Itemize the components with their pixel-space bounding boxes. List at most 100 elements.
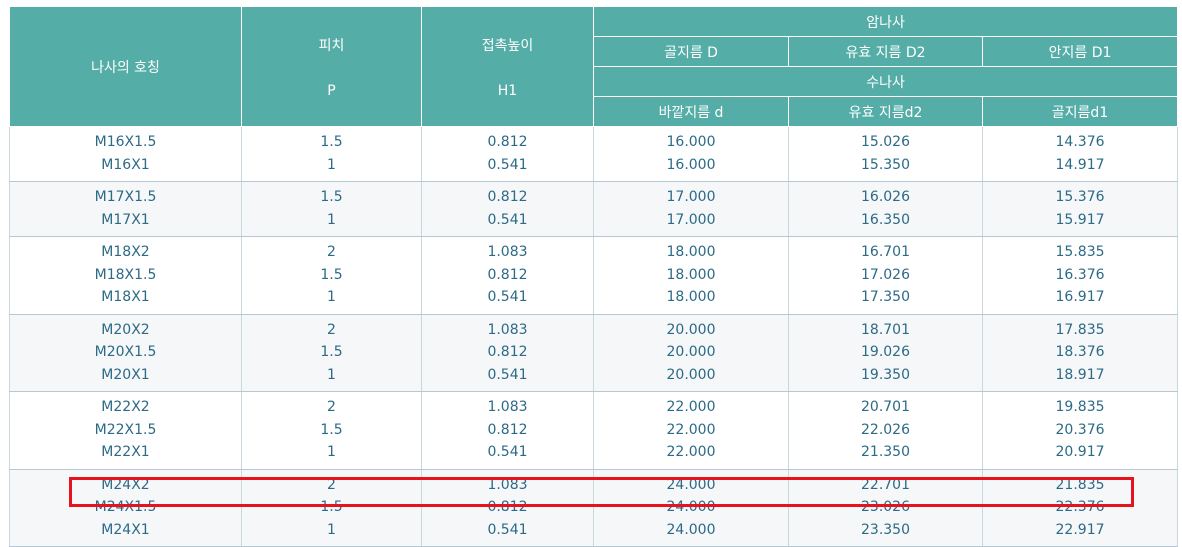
cell-pitch-value: 1.5 (320, 344, 343, 360)
cell-minor-dia-value: 20.376 (1055, 421, 1105, 438)
cell-pitch: 2 1.5 1 (241, 391, 422, 470)
cell-major-dia-value: 20.000 (666, 344, 716, 360)
cell-pitch-value: 1.5 (320, 134, 343, 150)
cell-pitch-value: 1.5 (320, 266, 343, 283)
cell-thread-name: M20X2 M20X1.5 M20X1 (9, 314, 242, 392)
cell-pitch-dia: 16.026 16.350 (788, 181, 983, 237)
cell-contact-height-value: 1.083 (487, 476, 528, 493)
cell-pitch-dia-value: 15.026 (861, 134, 910, 150)
cell-thread-name-value: M18X2 (101, 244, 150, 260)
header-male-thread: 수나사 (592, 66, 1179, 97)
header-male-major: 바깥지름 d (593, 96, 789, 127)
cell-contact-height-value: 1.083 (487, 321, 528, 338)
table-row-group: M22X2 M22X1.5 M22X1 2 1.5 1 1.083 0.812 0.541 22.… (9, 391, 1179, 470)
cell-contact-height: 1.083 0.812 0.541 (421, 391, 594, 470)
cell-thread-name-value: M20X1 (101, 366, 150, 383)
cell-thread-name: M18X2 M18X1.5 M18X1 (9, 236, 242, 315)
table-row-group: M17X1.5 M17X1 1.5 1 0.812 0.541 17.000 17.000 16… (9, 181, 1179, 237)
cell-major-dia-value: 18.000 (666, 266, 716, 283)
cell-major-dia-value: 20.000 (666, 366, 716, 383)
cell-minor-dia-value: 17.835 (1055, 321, 1105, 338)
cell-thread-name-value: M16X1 (101, 156, 150, 173)
cell-pitch-dia: 16.701 17.026 17.350 (788, 236, 983, 315)
cell-thread-name-value: M17X1 (101, 211, 150, 228)
cell-major-dia-value: 16.000 (666, 134, 716, 150)
cell-pitch-dia-value: 16.701 (861, 244, 910, 260)
cell-pitch-dia-value: 19.350 (861, 366, 910, 383)
cell-thread-name-value: M22X1 (101, 444, 150, 460)
cell-pitch-dia-value: 19.026 (861, 344, 910, 360)
cell-pitch-dia-value: 22.026 (861, 421, 910, 438)
cell-minor-dia-value: 16.917 (1055, 289, 1105, 305)
cell-thread-name-value: M22X2 (101, 399, 150, 415)
cell-pitch: 1.5 1 (241, 126, 422, 182)
cell-contact-height-value: 0.812 (487, 344, 528, 360)
cell-contact-height-value: 0.541 (487, 211, 528, 228)
cell-pitch-dia-value: 21.350 (861, 444, 910, 460)
header-female-minor: 안지름 D1 (981, 36, 1179, 67)
header-height-symbol: H1 (497, 82, 518, 99)
cell-contact-height-value: 0.812 (487, 134, 528, 150)
cell-pitch-value: 1 (327, 156, 336, 173)
header-thread-name: 나사의 호칭 (9, 6, 242, 127)
cell-pitch-value: 1.5 (320, 499, 343, 515)
cell-thread-name-value: M24X1.5 (94, 499, 157, 515)
cell-pitch: 2 1.5 1 (241, 314, 422, 392)
cell-minor-dia: 14.376 14.917 (982, 126, 1179, 182)
cell-pitch-value: 1.5 (320, 189, 343, 205)
table-row-group: M24X2 M24X1.5 M24X1 2 1.5 1 1.083 0.812 0.541 24.… (9, 469, 1179, 547)
cell-major-dia-value: 17.000 (666, 211, 716, 228)
cell-contact-height: 0.812 0.541 (421, 181, 594, 237)
cell-minor-dia-value: 15.376 (1055, 189, 1105, 205)
cell-contact-height-value: 0.812 (487, 499, 528, 515)
cell-minor-dia-value: 18.376 (1055, 344, 1105, 360)
cell-contact-height-value: 1.083 (487, 244, 528, 260)
cell-minor-dia-value: 21.835 (1055, 476, 1105, 493)
cell-contact-height: 0.812 0.541 (421, 126, 594, 182)
table-header: 나사의 호칭 피치 P 접촉높이 H1 암나사 골지름 D 유효 지름 D2 안… (9, 6, 1179, 127)
cell-pitch-value: 1.5 (320, 421, 343, 438)
cell-pitch-dia: 20.701 22.026 21.350 (788, 391, 983, 470)
cell-pitch-dia-value: 17.026 (861, 266, 910, 283)
cell-minor-dia-value: 15.835 (1055, 244, 1105, 260)
cell-pitch-dia: 15.026 15.350 (788, 126, 983, 182)
cell-pitch-dia: 18.701 19.026 19.350 (788, 314, 983, 392)
cell-minor-dia: 17.835 18.376 18.917 (982, 314, 1179, 392)
table-body: M16X1.5 M16X1 1.5 1 0.812 0.541 16.000 16.000 15… (9, 126, 1179, 547)
cell-major-dia-value: 22.000 (666, 399, 716, 415)
cell-pitch-dia-value: 23.350 (861, 521, 910, 538)
cell-contact-height-value: 0.812 (487, 189, 528, 205)
cell-major-dia-value: 18.000 (666, 244, 716, 260)
cell-contact-height: 1.083 0.812 0.541 (421, 314, 594, 392)
cell-pitch-value: 1 (327, 211, 336, 228)
header-contact-height: 접촉높이 H1 (421, 6, 594, 127)
cell-thread-name-value: M20X1.5 (94, 344, 157, 360)
cell-pitch-dia-value: 22.701 (861, 476, 910, 493)
cell-pitch-dia-value: 16.350 (861, 211, 910, 228)
cell-pitch: 1.5 1 (241, 181, 422, 237)
cell-major-dia: 18.000 18.000 18.000 (593, 236, 789, 315)
cell-minor-dia: 15.835 16.376 16.917 (982, 236, 1179, 315)
cell-minor-dia-value: 19.835 (1055, 399, 1105, 415)
cell-pitch-dia-value: 15.350 (861, 156, 910, 173)
cell-contact-height-value: 0.812 (487, 421, 528, 438)
cell-pitch-dia-value: 17.350 (861, 289, 910, 305)
cell-contact-height-value: 0.541 (487, 366, 528, 383)
header-pitch: 피치 P (241, 6, 422, 127)
cell-pitch: 2 1.5 1 (241, 469, 422, 547)
cell-minor-dia-value: 15.917 (1055, 211, 1105, 228)
table-row-group: M18X2 M18X1.5 M18X1 2 1.5 1 1.083 0.812 0.541 18.… (9, 236, 1179, 315)
cell-major-dia-value: 22.000 (666, 421, 716, 438)
cell-minor-dia-value: 20.917 (1055, 444, 1105, 460)
header-female-thread: 암나사 (592, 6, 1179, 37)
cell-major-dia-value: 24.000 (666, 521, 716, 538)
cell-minor-dia: 15.376 15.917 (982, 181, 1179, 237)
cell-major-dia: 20.000 20.000 20.000 (593, 314, 789, 392)
cell-thread-name-value: M18X1.5 (94, 266, 157, 283)
cell-major-dia-value: 22.000 (666, 444, 716, 460)
cell-thread-name-value: M20X2 (101, 321, 150, 338)
cell-minor-dia-value: 14.917 (1055, 156, 1105, 173)
cell-minor-dia-value: 14.376 (1055, 134, 1105, 150)
header-height-label: 접촉높이 (481, 37, 534, 54)
cell-pitch-dia-value: 20.701 (861, 399, 910, 415)
